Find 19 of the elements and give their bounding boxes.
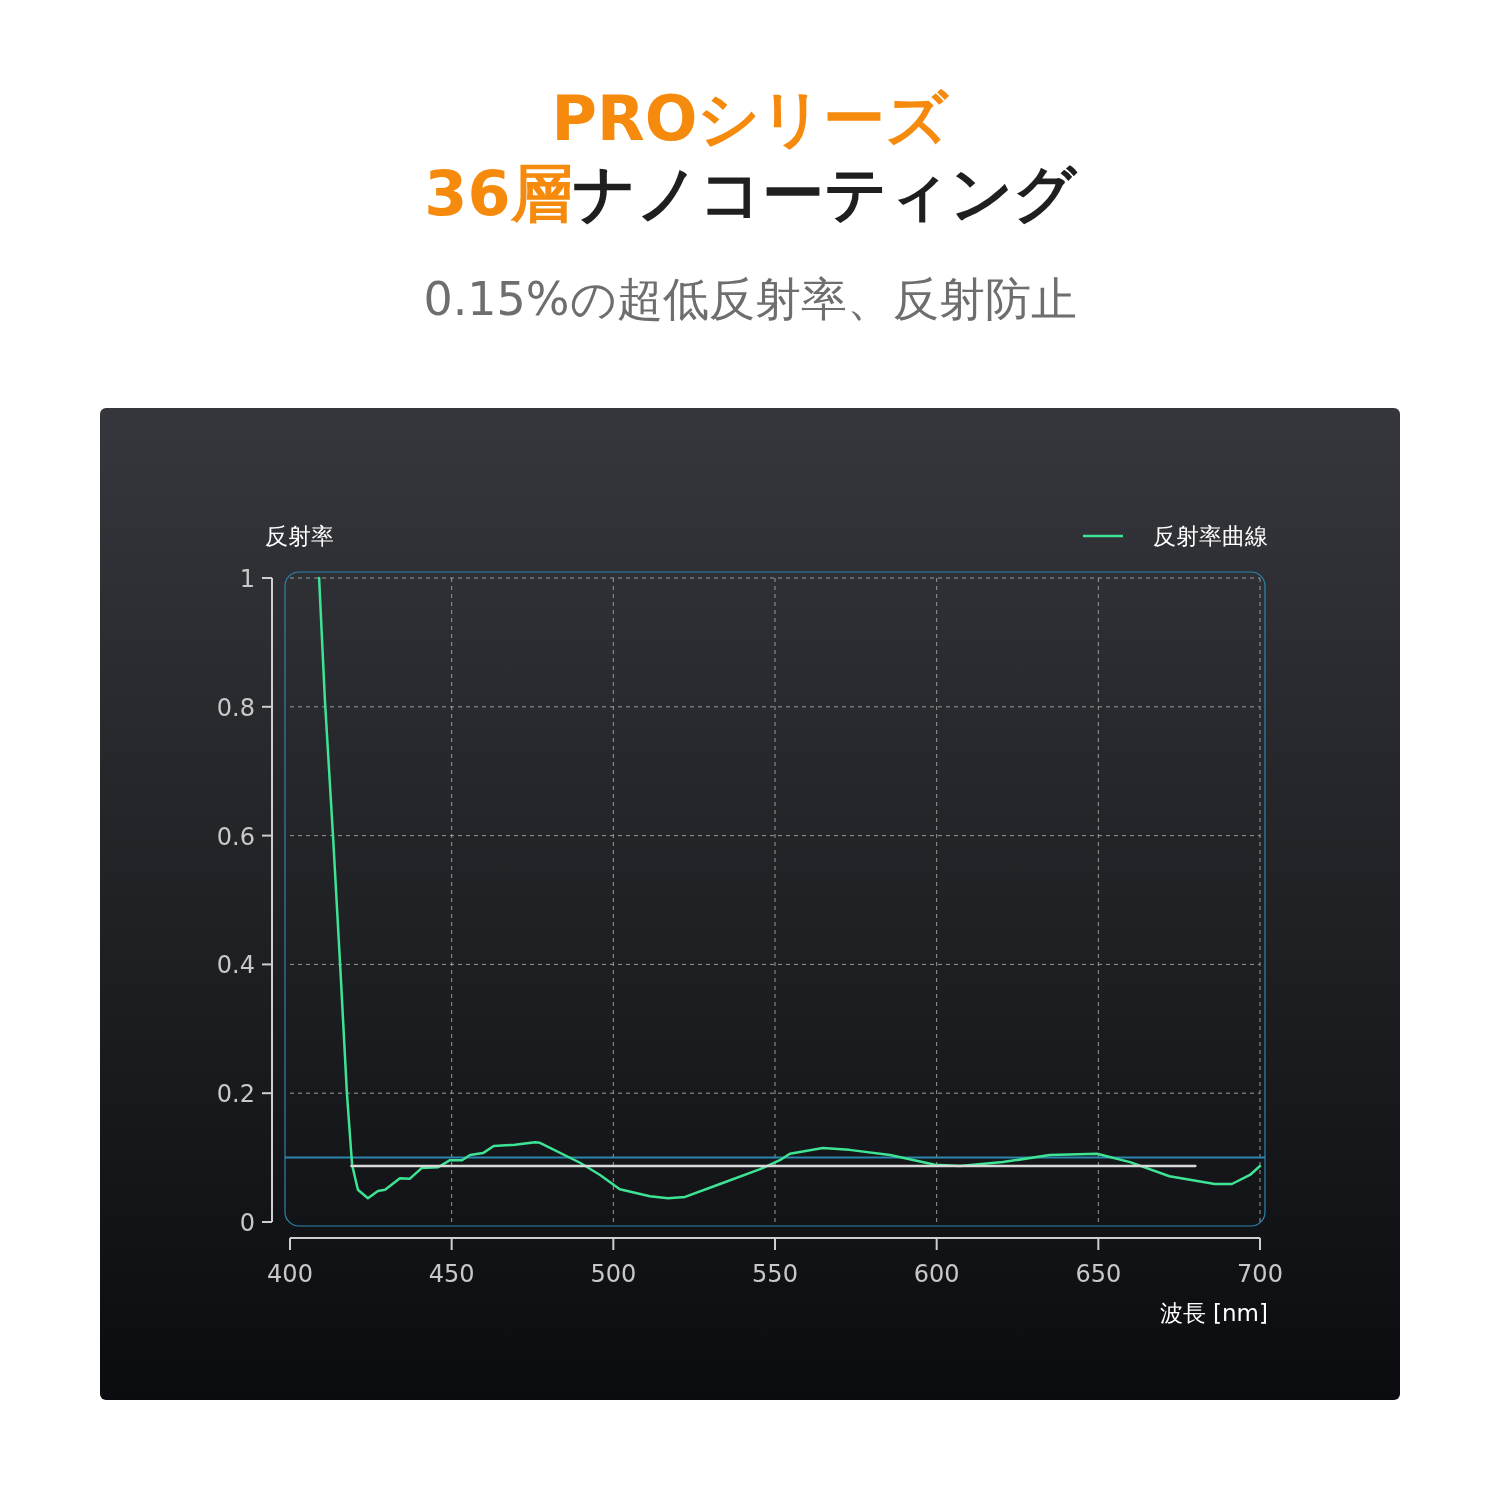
x-tick-label: 650	[1075, 1260, 1122, 1288]
y-axis-title: 反射率	[265, 523, 334, 549]
y-tick-label: 0.4	[216, 951, 255, 980]
chart-subtitle: 0.15%の超低反射率、反射防止	[423, 272, 1077, 326]
y-tick-label: 0.2	[216, 1080, 255, 1109]
x-axis-title: 波長 [nm]	[1159, 1300, 1268, 1326]
line-series	[317, 576, 1262, 1200]
y-tick-label: 0.6	[216, 822, 255, 851]
x-tick-label: 700	[1237, 1260, 1283, 1288]
x-tick-label: 500	[590, 1260, 637, 1288]
y-tick-label: 1	[239, 565, 255, 593]
y-tick-label: 0	[239, 1209, 255, 1237]
x-tick-label: 400	[267, 1260, 313, 1288]
y-tick-label: 0.8	[216, 693, 255, 722]
x-tick-label: 600	[913, 1260, 960, 1288]
legend-label: 反射率曲線	[1153, 523, 1268, 549]
chart-title: PROシリーズ 36層ナノコーティング	[424, 82, 1078, 230]
x-tick-label: 450	[428, 1260, 475, 1288]
x-tick-label: 550	[752, 1260, 798, 1288]
